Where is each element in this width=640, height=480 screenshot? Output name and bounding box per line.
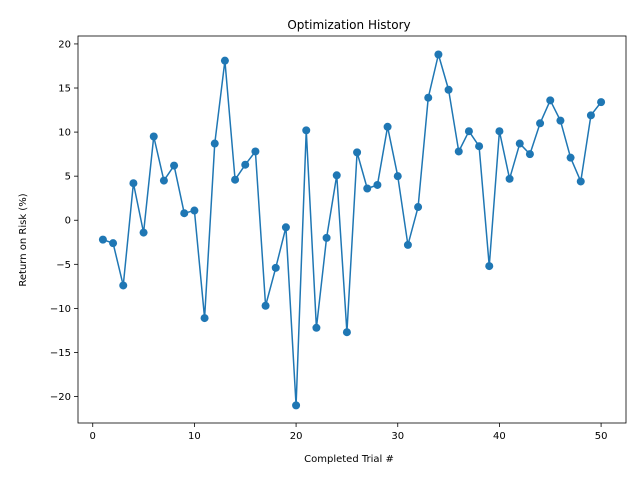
data-point: [322, 233, 331, 242]
data-point: [251, 147, 260, 156]
plot-area: 0 10 20 30 40 50 −20 −15 −10 −5 0 5 10 15 20: [50, 35, 627, 442]
data-point: [536, 119, 545, 128]
data-point: [342, 328, 351, 337]
data-point: [464, 127, 473, 136]
data-point: [292, 401, 301, 410]
data-point: [373, 180, 382, 189]
data-point: [109, 239, 118, 248]
data-point: [98, 235, 107, 244]
data-point: [119, 281, 128, 290]
y-tick-label: 10: [58, 128, 71, 139]
y-tick-label: 5: [65, 172, 71, 183]
x-tick-label: 50: [595, 431, 608, 442]
data-point: [363, 184, 372, 193]
x-tick-label: 40: [493, 431, 506, 442]
y-tick-label: 0: [65, 216, 71, 227]
data-point: [515, 139, 524, 148]
data-point: [525, 150, 534, 159]
data-point: [149, 132, 158, 141]
data-point: [403, 240, 412, 249]
data-point: [444, 85, 453, 94]
data-point: [271, 263, 280, 272]
y-tick-label: −20: [50, 392, 71, 403]
data-point: [475, 142, 484, 151]
data-point: [302, 126, 311, 135]
data-point: [281, 223, 290, 232]
data-point: [485, 262, 494, 271]
x-axis-label: Completed Trial #: [304, 454, 394, 465]
data-point: [139, 228, 148, 237]
data-point: [261, 301, 270, 310]
data-point: [190, 206, 199, 215]
data-point: [332, 171, 341, 180]
data-point: [556, 116, 565, 125]
data-point: [597, 98, 606, 107]
data-point: [180, 209, 189, 218]
data-point: [505, 174, 514, 183]
data-point: [424, 93, 433, 102]
data-point: [454, 147, 463, 156]
data-point: [241, 160, 250, 169]
data-point: [576, 177, 585, 186]
data-point: [200, 314, 209, 323]
data-point: [159, 176, 168, 185]
data-point: [129, 179, 138, 188]
y-tick-label: 20: [58, 39, 71, 50]
x-tick-label: 20: [290, 431, 303, 442]
data-point: [353, 148, 362, 157]
data-point: [393, 172, 402, 181]
x-tick-label: 30: [391, 431, 404, 442]
chart-title: Optimization History: [287, 18, 410, 32]
y-tick-label: −5: [56, 260, 71, 271]
y-tick-label: −15: [50, 348, 71, 359]
data-point: [546, 96, 555, 105]
plot-frame: [77, 35, 627, 424]
data-point: [586, 111, 595, 120]
data-point: [220, 56, 229, 65]
data-point: [434, 50, 443, 59]
data-point: [170, 161, 179, 170]
data-point: [414, 203, 423, 212]
data-point: [312, 323, 321, 332]
data-point: [231, 175, 240, 184]
data-point: [495, 127, 504, 136]
series-line: [102, 53, 602, 407]
data-point: [383, 122, 392, 131]
y-tick-label: −10: [50, 304, 71, 315]
x-tick-label: 0: [90, 431, 96, 442]
data-point: [566, 153, 575, 162]
x-tick-label: 10: [188, 431, 201, 442]
y-axis-label: Return on Risk (%): [18, 193, 29, 286]
y-tick-label: 15: [58, 84, 71, 95]
data-point: [210, 139, 219, 148]
